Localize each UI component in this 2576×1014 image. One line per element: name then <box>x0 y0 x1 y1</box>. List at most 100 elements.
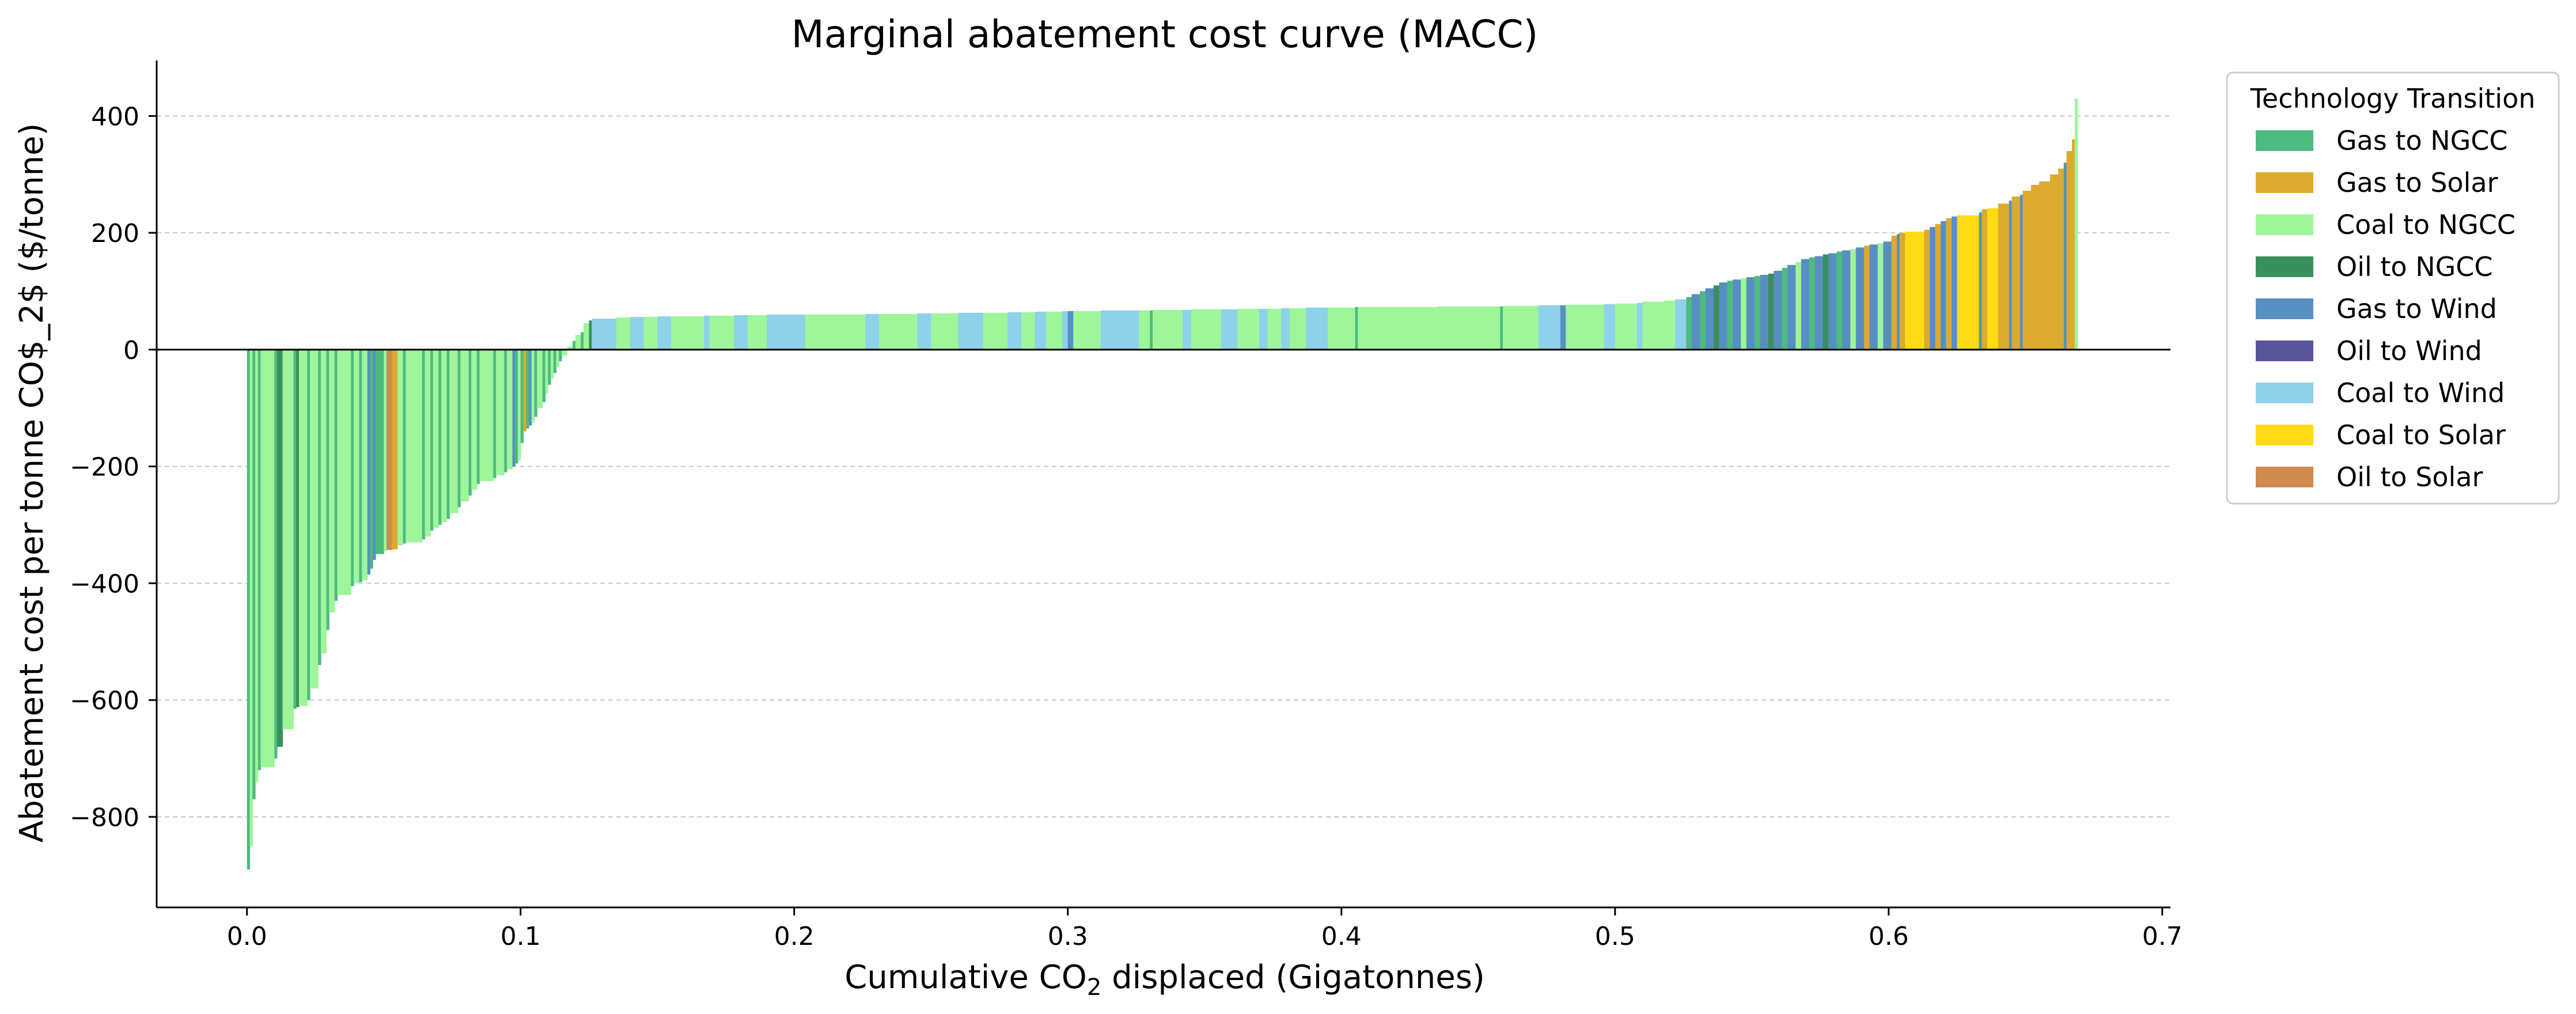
bar <box>354 349 360 584</box>
y-tick-label: −600 <box>70 686 139 716</box>
legend-title: Technology Transition <box>2250 83 2536 114</box>
bar <box>657 316 672 350</box>
bar <box>1021 312 1036 350</box>
bar <box>534 349 537 417</box>
bar <box>1664 300 1676 350</box>
bar <box>630 317 645 350</box>
bar <box>1139 310 1150 350</box>
bar <box>1899 233 1906 350</box>
bar <box>1719 282 1728 350</box>
bar <box>559 349 562 362</box>
bar <box>1636 302 1643 350</box>
bar <box>704 316 710 350</box>
bar <box>1787 264 1796 350</box>
x-tick-label: 0.6 <box>1869 922 1909 951</box>
bar <box>1062 311 1069 350</box>
bar <box>1259 308 1268 350</box>
bar <box>556 349 559 368</box>
bar <box>573 340 576 350</box>
bar <box>1281 308 1290 350</box>
bar <box>1883 241 1892 350</box>
bar <box>567 346 573 350</box>
bar <box>337 349 351 595</box>
bar <box>387 349 393 550</box>
bar <box>1774 270 1783 350</box>
bar <box>2031 184 2040 350</box>
bar <box>1221 309 1238 350</box>
bar <box>709 316 734 350</box>
bar <box>2074 98 2078 350</box>
bar <box>1267 308 1282 350</box>
bar <box>318 349 321 665</box>
bar <box>1842 250 1851 350</box>
bar <box>307 349 310 701</box>
bar <box>249 349 253 846</box>
bar <box>476 349 480 484</box>
x-tick-label: 0.4 <box>1321 922 1362 951</box>
bar <box>1183 309 1192 350</box>
legend-label: Coal to NGCC <box>2336 209 2516 240</box>
bar <box>1850 249 1857 350</box>
legend-swatch <box>2256 298 2313 319</box>
bar <box>518 349 521 461</box>
y-tick-label: 400 <box>91 102 139 131</box>
legend-swatch <box>2256 172 2313 193</box>
bar <box>2050 174 2059 350</box>
bar <box>493 349 497 478</box>
bar <box>671 316 704 350</box>
bar <box>406 349 423 543</box>
bar <box>457 349 461 508</box>
bar <box>326 349 329 630</box>
bar <box>1941 221 1947 350</box>
bar <box>1877 243 1884 350</box>
legend-swatch <box>2256 214 2313 235</box>
bar <box>1538 305 1561 350</box>
bar <box>471 349 478 490</box>
bar <box>376 349 384 554</box>
bar <box>1982 209 1988 350</box>
bar <box>1067 311 1074 350</box>
legend-swatch <box>2256 425 2313 445</box>
bar <box>1686 297 1692 350</box>
y-tick-label: −200 <box>70 453 139 482</box>
bar <box>367 349 371 575</box>
bar <box>1952 216 1958 350</box>
bar <box>865 313 880 350</box>
bar <box>767 315 806 350</box>
bar <box>531 349 535 423</box>
bar <box>1930 226 1936 350</box>
bar <box>2066 151 2073 350</box>
bar <box>1355 307 1358 350</box>
bar <box>1946 218 1952 350</box>
bar <box>983 312 1008 350</box>
bar <box>496 349 505 475</box>
bar <box>1801 259 1810 350</box>
bar <box>397 349 404 546</box>
bar <box>1957 215 1980 350</box>
bar <box>2009 200 2013 350</box>
bar <box>879 313 918 350</box>
bar <box>1500 306 1503 350</box>
bar <box>507 349 513 470</box>
bar <box>545 349 548 394</box>
bar <box>1727 281 1733 350</box>
bar <box>805 315 866 350</box>
bar <box>1566 304 1605 350</box>
bar <box>526 349 529 429</box>
bar <box>592 319 617 350</box>
bar <box>252 349 256 800</box>
legend-label: Gas to NGCC <box>2336 125 2508 156</box>
bar <box>1437 306 1501 350</box>
bar <box>334 349 338 601</box>
bar <box>575 335 581 350</box>
bar <box>255 349 259 782</box>
y-ticks: −800 −600 −400 −200 0 200 400 <box>70 102 157 833</box>
bar <box>449 349 459 513</box>
x-tick-label: 0.7 <box>2142 922 2183 951</box>
legend-swatch <box>2256 340 2313 361</box>
bar <box>917 313 931 350</box>
bar <box>1560 305 1566 350</box>
bar <box>1836 251 1843 350</box>
bar <box>643 317 658 350</box>
